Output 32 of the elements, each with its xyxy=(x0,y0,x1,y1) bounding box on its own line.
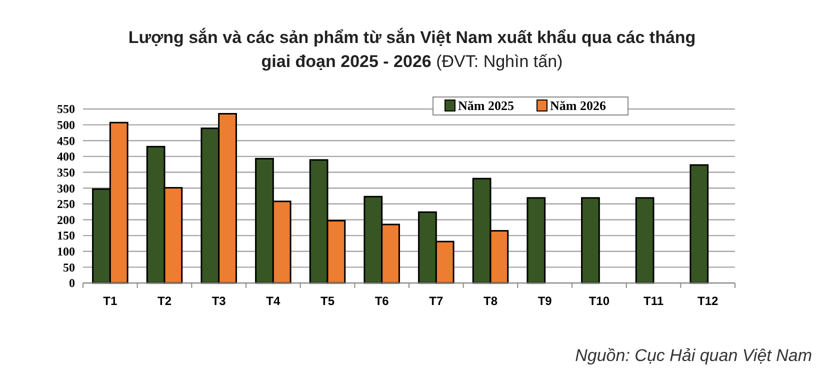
y-tick-label: 150 xyxy=(57,228,75,243)
bar xyxy=(581,197,600,284)
y-tick-label: 550 xyxy=(57,102,75,116)
y-tick-label: 250 xyxy=(57,197,75,212)
bar xyxy=(635,197,654,284)
legend-label: Năm 2025 xyxy=(458,98,514,113)
x-tick-label: T12 xyxy=(697,294,718,308)
y-tick-label: 100 xyxy=(57,244,75,259)
bar xyxy=(526,197,546,284)
bar xyxy=(690,164,709,284)
x-tick-label: T9 xyxy=(538,294,552,308)
x-tick-label: T7 xyxy=(429,294,444,308)
chart-title: Lượng sắn và các sản phẩm từ sắn Việt Nam xuất khẩu qua các tháng giai đoạn 2025 - 2026 (ĐVT: Nghìn tấn) xyxy=(128,27,696,71)
y-tick-label: 400 xyxy=(57,150,75,164)
x-tick-label: T10 xyxy=(588,294,610,308)
y-tick-label: 450 xyxy=(57,134,75,148)
y-tick-label: 300 xyxy=(57,181,75,196)
y-tick-label: 350 xyxy=(57,165,75,180)
x-tick-label: T3 xyxy=(212,294,226,308)
x-tick-label: T2 xyxy=(157,294,172,308)
y-tick-label: 0 xyxy=(69,276,75,290)
x-tick-label: T11 xyxy=(643,294,664,308)
y-tick-label: 500 xyxy=(57,118,75,132)
x-tick-label: T6 xyxy=(374,294,390,308)
y-tick-label: 200 xyxy=(57,212,75,227)
x-tick-label: T1 xyxy=(103,294,118,308)
x-tick-label: T8 xyxy=(483,294,498,308)
x-tick-label: T4 xyxy=(266,294,280,308)
text: Nguồn: Cục Hải quan Việt Nam xyxy=(575,346,812,365)
y-tick-label: 50 xyxy=(63,260,75,274)
legend-label: Năm 2026 xyxy=(550,98,606,113)
x-tick-label: T5 xyxy=(320,294,335,308)
